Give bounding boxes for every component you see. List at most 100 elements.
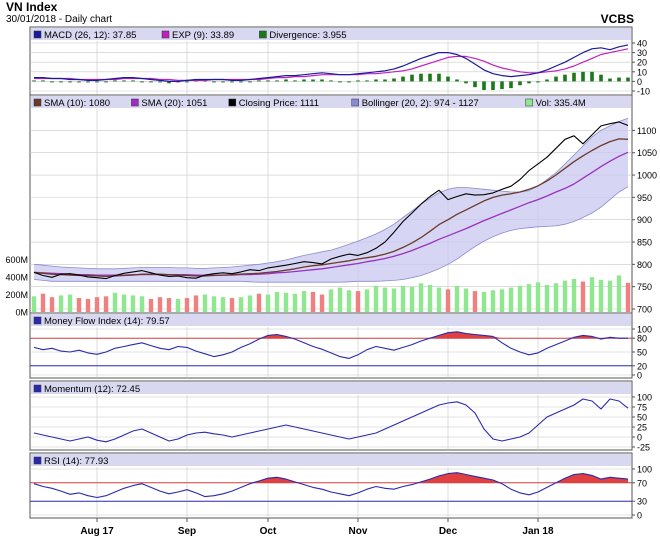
macd-divergence-bar xyxy=(536,81,540,83)
macd-legend-swatch xyxy=(259,30,267,39)
mfi-legend-label: Money Flow Index (14): 79.57 xyxy=(44,316,170,327)
macd-divergence-bar xyxy=(167,81,171,84)
macd-divergence-bar xyxy=(320,79,324,82)
price-legend-swatch xyxy=(525,98,533,107)
momentum-legend-swatch xyxy=(33,384,42,393)
macd-legend-bg xyxy=(31,28,631,40)
macd-divergence-bar xyxy=(104,81,108,83)
volume-bar xyxy=(130,295,136,312)
volume-bar xyxy=(175,298,181,312)
macd-tick-label: 10 xyxy=(637,67,647,77)
volume-bar xyxy=(391,288,397,312)
momentum-tick-label: 75 xyxy=(637,403,647,413)
volume-bar xyxy=(76,298,82,312)
macd-divergence-bar xyxy=(392,78,396,82)
sma10-line xyxy=(33,138,629,278)
rsi-tick-label: 100 xyxy=(637,465,652,475)
mfi-tick-label: 100 xyxy=(637,325,652,335)
volume-bar xyxy=(202,294,208,312)
macd-divergence-bar xyxy=(626,77,630,82)
price-legend-swatch xyxy=(131,98,139,107)
x-tick-label: Oct xyxy=(260,526,277,537)
price-legend-label: Vol: 335.4M xyxy=(536,98,586,109)
mfi-legend-bg xyxy=(31,314,631,326)
volume-bar xyxy=(409,286,415,312)
momentum-line xyxy=(33,398,629,443)
macd-divergence-bar xyxy=(500,81,504,90)
price-tick-label: 1050 xyxy=(637,148,657,158)
macd-legend-label: Divergence: 3.955 xyxy=(269,30,346,41)
macd-divergence-bar xyxy=(311,79,315,82)
volume-bar xyxy=(112,292,118,312)
macd-tick-label: 20 xyxy=(637,58,647,68)
macd-divergence-bar xyxy=(572,72,576,82)
volume-bar xyxy=(265,294,271,312)
volume-bar xyxy=(535,282,541,312)
volume-bar xyxy=(436,287,442,312)
macd-divergence-bar xyxy=(293,80,297,82)
momentum-tick-label: 50 xyxy=(637,413,647,423)
volume-bar xyxy=(382,287,388,312)
volume-bar xyxy=(427,284,433,312)
macd-divergence-bar xyxy=(50,81,54,83)
price-legend-swatch xyxy=(228,98,237,107)
rsi-overbought-fill xyxy=(34,472,628,483)
mfi-tick-label: 50 xyxy=(637,348,647,358)
macd-legend-label: EXP (9): 33.89 xyxy=(172,30,234,41)
rsi-legend-label: RSI (14): 77.93 xyxy=(44,456,108,467)
volume-bar xyxy=(625,282,631,312)
macd-legend-swatch xyxy=(33,30,42,39)
bollinger-band xyxy=(34,118,628,283)
macd-divergence-bar xyxy=(113,80,117,82)
volume-bar xyxy=(508,287,514,312)
volume-bar xyxy=(553,283,559,312)
volume-bar xyxy=(229,298,235,312)
volume-bar xyxy=(337,287,343,312)
chart-subtitle: 30/01/2018 - Daily chart xyxy=(6,14,113,25)
price-tick-label: 900 xyxy=(637,215,652,225)
momentum-tick-label: -25 xyxy=(637,443,650,453)
volume-bar xyxy=(121,294,127,312)
macd-legend-swatch xyxy=(161,30,170,39)
macd-tick-label: 0 xyxy=(637,77,642,87)
mfi-line xyxy=(33,331,628,359)
volume-bar xyxy=(418,283,424,312)
volume-bar xyxy=(562,280,568,312)
macd-divergence-bar xyxy=(545,79,549,82)
momentum-tick-label: 25 xyxy=(637,423,647,433)
macd-divergence-bar xyxy=(617,77,621,82)
macd-divergence-bar xyxy=(275,80,279,82)
volume-bar xyxy=(328,289,334,312)
macd-divergence-bar xyxy=(284,79,288,82)
price-legend-bg xyxy=(31,96,631,108)
volume-bar xyxy=(274,291,280,312)
macd-line xyxy=(34,44,629,83)
volume-bar xyxy=(256,293,262,312)
price-tick-label: 850 xyxy=(637,238,652,248)
macd-tick-label: 30 xyxy=(637,48,647,58)
bollinger-upper-line xyxy=(33,117,629,270)
macd-divergence-bar xyxy=(581,71,585,82)
macd-divergence-bar xyxy=(482,81,486,91)
macd-divergence-bar xyxy=(356,80,360,82)
macd-legend-label: MACD (26, 12): 37.85 xyxy=(44,30,136,41)
price-tick-label: 700 xyxy=(637,305,652,315)
macd-divergence-bar xyxy=(437,73,441,82)
volume-bar xyxy=(94,297,100,312)
macd-divergence-bar xyxy=(149,81,153,83)
rsi-tick-label: 70 xyxy=(637,478,647,488)
volume-bar xyxy=(292,293,298,312)
volume-bar xyxy=(220,297,226,312)
macd-divergence-bar xyxy=(410,74,414,82)
volume-bar xyxy=(580,281,586,312)
macd-divergence-bar xyxy=(347,81,351,83)
volume-bar xyxy=(373,285,379,312)
macd-divergence-bar xyxy=(131,80,135,82)
rsi-legend-swatch xyxy=(33,456,42,465)
momentum-legend-label: Momentum (12): 72.45 xyxy=(44,384,140,395)
macd-divergence-bar xyxy=(239,81,243,83)
macd-divergence-bar xyxy=(446,76,450,82)
volume-bar xyxy=(571,278,577,312)
macd-divergence-bar xyxy=(374,79,378,82)
